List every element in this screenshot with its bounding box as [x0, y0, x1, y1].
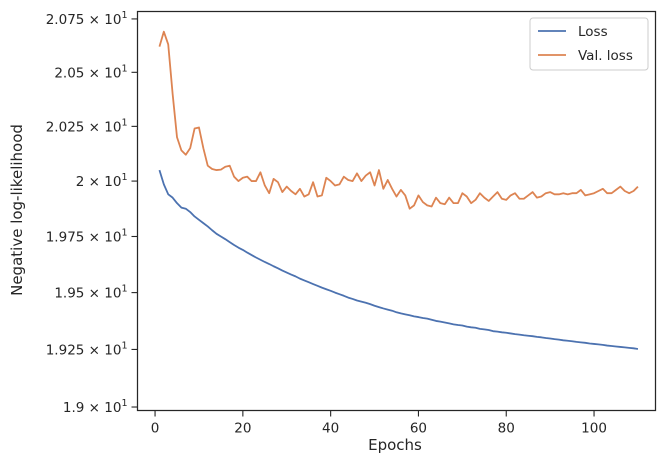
y-tick-label: 1.975 × 101: [46, 227, 128, 245]
series-line-val-loss: [158, 30, 639, 210]
x-axis-ticks: 0 20 40 60 80 100: [151, 410, 607, 437]
legend: Loss Val. loss: [529, 17, 649, 71]
x-tick-label: 100: [581, 421, 607, 437]
series-line-loss: [158, 169, 639, 350]
x-tick-label: 80: [498, 421, 515, 437]
y-axis-label: Negative log-likelihood: [8, 124, 26, 296]
series-layer: [158, 30, 639, 350]
y-axis-ticks: 1.9 × 101 1.925 × 101 1.95 × 101 1.975 × 10…: [46, 10, 138, 416]
legend-label-val-loss: Val. loss: [578, 48, 633, 64]
y-tick-label: 1.9 × 101: [63, 398, 128, 416]
y-tick-label: 2.025 × 101: [46, 117, 128, 135]
y-tick-label: 2.05 × 101: [54, 63, 127, 81]
x-tick-label: 40: [322, 421, 339, 437]
y-tick-label: 2 × 101: [76, 172, 128, 190]
x-tick-label: 60: [410, 421, 427, 437]
x-axis-label: Epochs: [368, 436, 422, 454]
y-tick-label: 2.075 × 101: [46, 10, 128, 28]
y-tick-label: 1.925 × 101: [46, 340, 128, 358]
legend-label-loss: Loss: [578, 24, 608, 40]
plot-frame: [136, 10, 657, 412]
y-tick-label: 1.95 × 101: [54, 284, 127, 302]
x-tick-label: 20: [234, 421, 251, 437]
x-tick-label: 0: [151, 421, 160, 437]
